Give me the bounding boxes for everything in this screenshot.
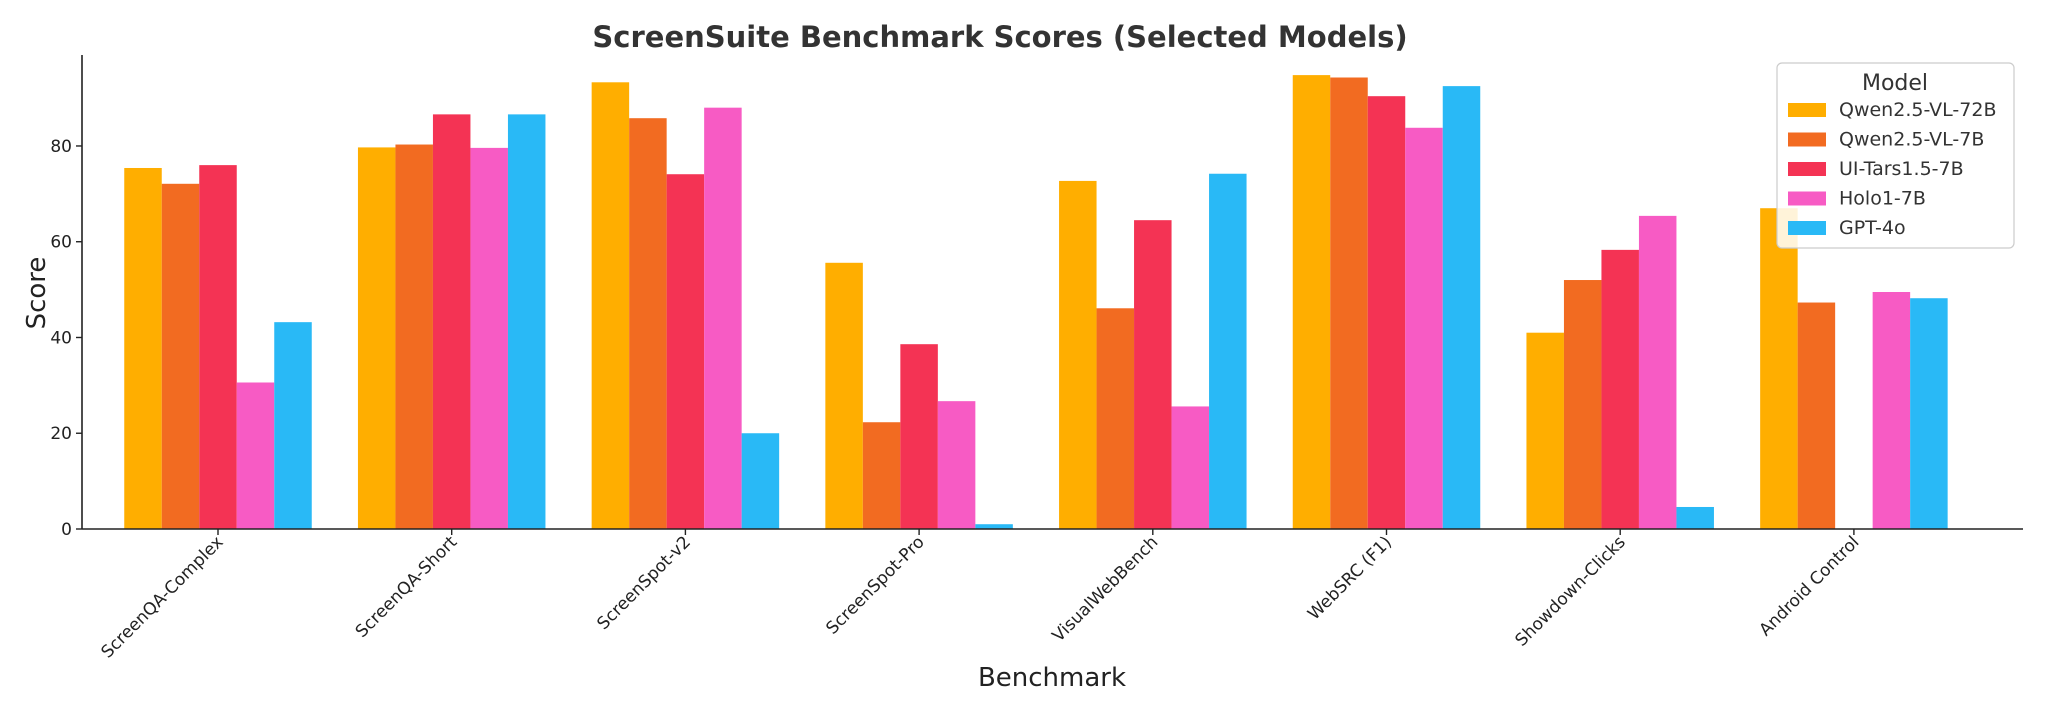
bar-screenspot-v2-qwen2-5-vl-7b [629,118,667,529]
bar-android-control-gpt-4o [1910,298,1948,529]
bar-screenspot-pro-holo1-7b [937,401,976,529]
legend-label-gpt-4o: GPT-4o [1839,217,1906,239]
legend: Model Qwen2.5-VL-72B Qwen2.5-VL-7B UI-Tars… [1776,62,2015,249]
legend-label-ui-tars1-5-7b: UI-Tars1.5-7B [1839,158,1964,180]
x-tick-label-screenspot-v2: ScreenSpot-v2 [593,532,695,634]
x-tick-label-screenspot-pro: ScreenSpot-Pro [822,532,928,638]
bar-showdown-clicks-ui-tars1-5-7b [1601,249,1639,529]
legend-swatch-qwen2-5-vl-7b [1788,132,1826,147]
bar-screenqa-complex-qwen2-5-vl-7b [161,183,200,530]
bar-visualwebbench-holo1-7b [1171,406,1210,529]
legend-swatch-gpt-4o [1788,221,1826,235]
legend-label-qwen2-5-vl-72b: Qwen2.5-VL-72B [1839,99,1997,121]
bar-websrc-f1-ui-tars1-5-7b [1367,96,1406,530]
bar-showdown-clicks-holo1-7b [1638,215,1677,529]
legend-swatch-ui-tars1-5-7b [1788,162,1826,176]
bar-screenqa-short-qwen2-5-vl-72b [357,147,396,529]
bar-screenspot-v2-holo1-7b [704,107,742,530]
x-tick-label-screenqa-short: ScreenQA-Short [352,532,462,642]
y-tick-label-40: 40 [50,328,72,348]
bar-screenqa-short-gpt-4o [507,114,546,530]
legend-label-qwen2-5-vl-7b: Qwen2.5-VL-7B [1839,129,1984,151]
y-ticks-layer: 0 20 40 60 80 [50,137,82,540]
bar-screenspot-pro-ui-tars1-5-7b [900,344,938,529]
bar-websrc-f1-gpt-4o [1442,86,1481,530]
y-tick-label-20: 20 [50,424,72,444]
bar-android-control-holo1-7b [1872,292,1911,529]
bar-screenqa-complex-holo1-7b [236,382,275,529]
bar-screenspot-v2-gpt-4o [741,433,780,529]
bar-visualwebbench-qwen2-5-vl-72b [1059,180,1097,530]
bar-screenqa-short-holo1-7b [470,147,508,529]
bar-screenqa-complex-ui-tars1-5-7b [199,165,237,529]
x-tick-label-android-control: Android Control [1756,532,1864,640]
bar-screenspot-pro-qwen2-5-vl-72b [825,262,863,529]
bar-screenqa-short-ui-tars1-5-7b [432,114,471,530]
x-tick-label-showdown-clicks: Showdown-Clicks [1511,532,1629,650]
bar-visualwebbench-qwen2-5-vl-7b [1096,308,1135,529]
bar-screenspot-pro-gpt-4o [975,524,1013,529]
bar-websrc-f1-holo1-7b [1405,127,1443,529]
y-tick-label-80: 80 [50,137,72,157]
chart-title: ScreenSuite Benchmark Scores (Selected M… [592,20,1407,54]
bar-websrc-f1-qwen2-5-vl-7b [1330,77,1368,529]
bar-screenspot-v2-ui-tars1-5-7b [666,174,705,529]
x-tick-label-websrc-f1: WebSRC (F1) [1304,532,1396,624]
bar-screenqa-complex-qwen2-5-vl-72b [124,167,162,530]
y-tick-label-0: 0 [61,520,72,540]
x-tick-label-screenqa-complex: ScreenQA-Complex [98,532,228,662]
bar-showdown-clicks-gpt-4o [1676,506,1714,529]
bar-showdown-clicks-qwen2-5-vl-72b [1526,332,1564,529]
x-axis-label: Benchmark [978,663,1126,693]
legend-title: Model [1862,71,1928,96]
bar-android-control-qwen2-5-vl-72b [1760,208,1798,529]
legend-swatch-holo1-7b [1788,191,1826,206]
x-tick-label-visualwebbench: VisualWebBench [1049,532,1163,646]
bar-visualwebbench-gpt-4o [1209,173,1247,530]
bars-layer [124,75,1948,530]
bar-screenspot-pro-qwen2-5-vl-7b [862,422,901,529]
bar-screenqa-complex-gpt-4o [274,322,312,529]
legend-swatch-qwen2-5-vl-72b [1788,103,1826,117]
bar-android-control-qwen2-5-vl-7b [1797,302,1836,529]
y-tick-label-60: 60 [50,233,72,253]
bar-showdown-clicks-qwen2-5-vl-7b [1563,280,1602,529]
legend-frame [1776,62,2015,249]
legend-items: Qwen2.5-VL-72B Qwen2.5-VL-7B UI-Tars1.5-7B… [1788,99,1997,239]
x-ticks-layer: ScreenQA-Complex ScreenQA-Short ScreenSpot… [98,529,1864,662]
bar-screenspot-v2-qwen2-5-vl-72b [591,82,630,529]
y-axis-label: Score [22,257,52,330]
bar-screenqa-short-qwen2-5-vl-7b [395,144,433,529]
bar-websrc-f1-qwen2-5-vl-72b [1292,75,1331,530]
legend-label-holo1-7b: Holo1-7B [1839,188,1926,210]
bar-visualwebbench-ui-tars1-5-7b [1134,220,1172,529]
